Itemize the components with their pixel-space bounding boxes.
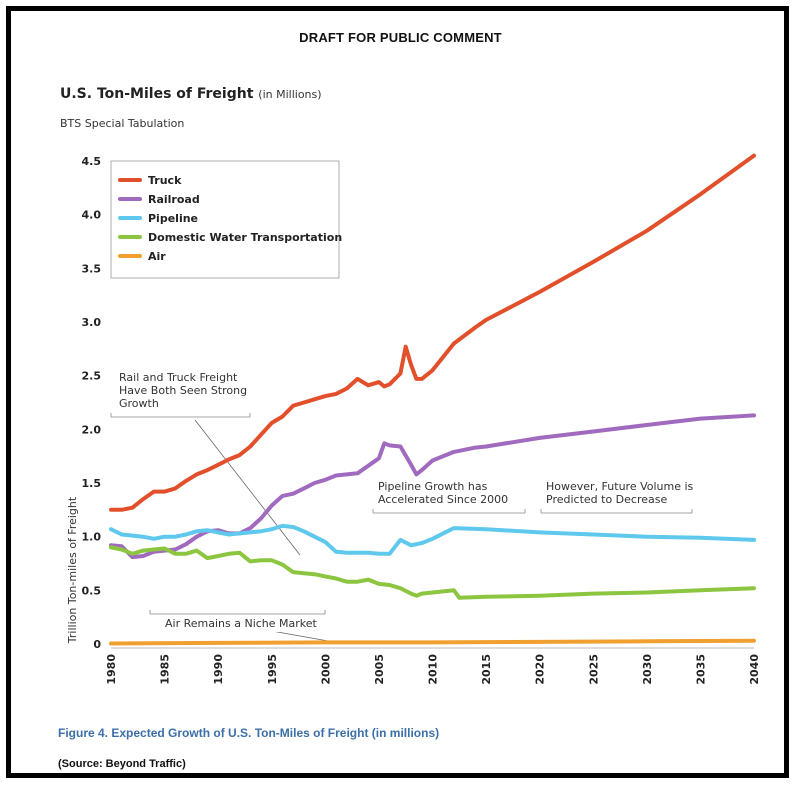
annotation-text: Rail and Truck Freight	[119, 371, 238, 384]
chart-title: U.S. Ton-Miles of Freight (in Millions)	[60, 86, 322, 102]
x-tick-label: 1990	[212, 654, 225, 685]
series-line-railroad	[109, 413, 756, 560]
y-tick-label: 1.0	[82, 531, 102, 544]
series-line-domestic-water-transportation	[109, 545, 756, 600]
series-line-truck	[109, 153, 756, 512]
annotation-background-air	[150, 615, 325, 632]
annotation-background-future	[541, 478, 692, 508]
x-tick-label: 2020	[534, 654, 547, 685]
series-line-pipeline	[109, 523, 756, 556]
annotation-text: Growth	[119, 397, 159, 410]
annotation-text: However, Future Volume is	[546, 480, 694, 493]
y-axis-label: Trillion Ton-miles of Freight	[66, 496, 79, 644]
page-header: DRAFT FOR PUBLIC COMMENT	[299, 30, 502, 45]
x-tick-label: 2005	[373, 654, 386, 685]
x-tick-label: 2035	[694, 654, 707, 685]
x-axis-tick-labels: 1980 1985 1990 1995 2000 2005 2010 2015 2020 2025…	[105, 654, 761, 685]
chart-subtitle: BTS Special Tabulation	[60, 117, 185, 130]
y-axis-tick-labels: 0 0.5 1.0 1.5 2.0 2.5 3.0 3.5 4.0 4.5	[82, 155, 102, 651]
y-tick-label: 1.5	[82, 477, 102, 490]
legend-label: Pipeline	[148, 212, 198, 225]
y-tick-label: 3.5	[82, 262, 102, 275]
figure-caption: Figure 4. Expected Growth of U.S. Ton-Mi…	[58, 726, 440, 740]
y-tick-label: 4.5	[82, 155, 102, 168]
annotation-text: Have Both Seen Strong	[119, 384, 247, 397]
x-tick-label: 1985	[159, 654, 172, 685]
annotation-leader-rail-truck	[194, 419, 301, 556]
legend-box	[110, 160, 340, 279]
x-tick-label: 2010	[427, 654, 440, 685]
annotation-text: Air Remains a Niche Market	[165, 617, 318, 630]
legend-label: Air	[148, 250, 166, 263]
x-tick-label: 2030	[641, 654, 654, 685]
series-line-air	[109, 638, 756, 646]
chart-title-units: (in Millions)	[258, 88, 322, 101]
annotation-text: Accelerated Since 2000	[378, 493, 508, 506]
legend-label: Railroad	[148, 193, 200, 206]
x-tick-label: 2015	[480, 654, 493, 685]
y-tick-label: 4.0	[82, 209, 102, 222]
annotation-background-pipeline	[373, 478, 525, 508]
legend-label: Domestic Water Transportation	[148, 231, 342, 244]
y-tick-label: 0	[93, 638, 101, 651]
x-tick-label: 1980	[105, 654, 118, 685]
chart-title-text: U.S. Ton-Miles of Freight	[60, 86, 254, 102]
x-tick-label: 2040	[748, 654, 761, 685]
legend-label: Truck	[148, 174, 182, 187]
x-tick-label: 1995	[266, 654, 279, 685]
annotation-text: Predicted to Decrease	[546, 493, 667, 506]
annotation-background-rail-truck	[111, 369, 250, 412]
annotation-text: Pipeline Growth has	[378, 480, 488, 493]
legend: Truck Railroad Pipeline Domestic Water Tran…	[110, 160, 342, 279]
y-tick-label: 0.5	[82, 584, 102, 597]
y-tick-label: 3.0	[82, 316, 102, 329]
x-tick-label: 2000	[319, 654, 332, 685]
y-tick-label: 2.5	[82, 370, 102, 383]
y-tick-label: 2.0	[82, 423, 102, 436]
figure-source: (Source: Beyond Traffic)	[58, 758, 186, 770]
series-lines	[109, 153, 756, 646]
x-tick-label: 2025	[587, 654, 600, 685]
